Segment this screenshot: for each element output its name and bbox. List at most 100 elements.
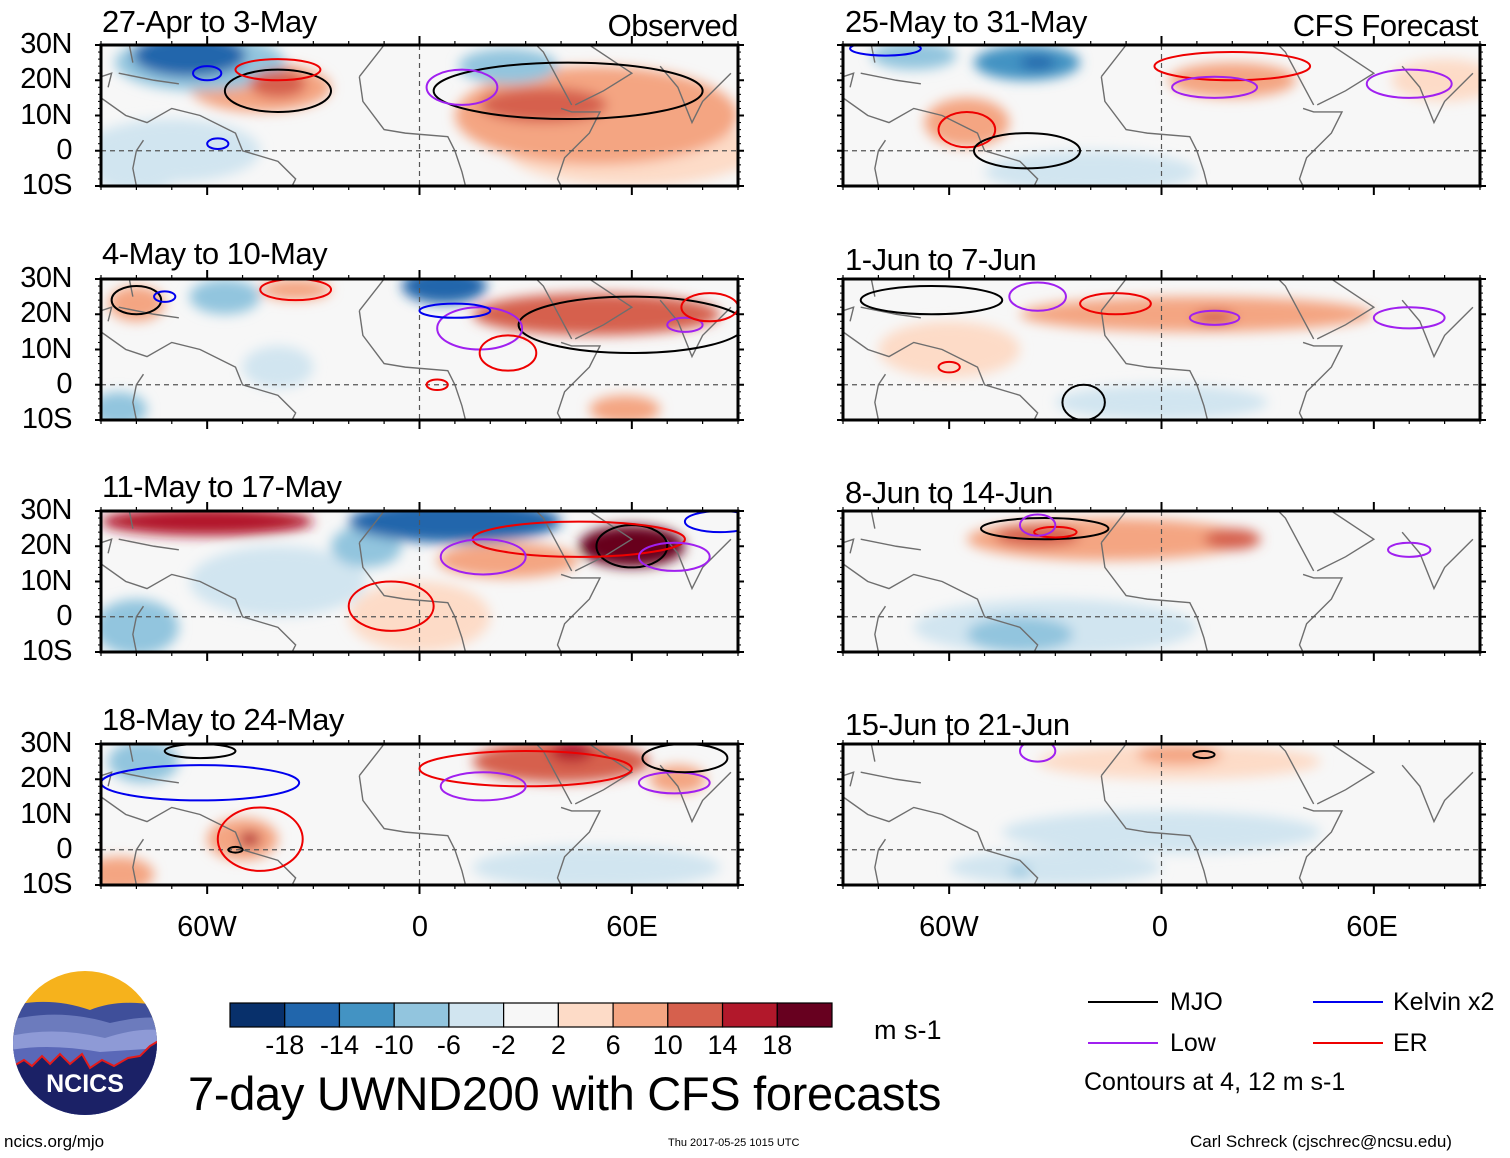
colorbar-swatch [448,1002,505,1028]
colorbar-tick-label: -18 [265,1030,304,1060]
colorbar-tick-label: -6 [437,1030,461,1060]
contour-low [1372,306,1446,330]
contour-kelvin-x2 [153,290,177,303]
anomaly-region [189,279,261,315]
panel-tag-cfs-forecast: CFS Forecast [1292,8,1479,43]
x-tick-label-60w-left: 60W [177,911,237,943]
contour-low [425,68,499,106]
anomaly-region [472,846,721,885]
contour-er [234,58,322,82]
contour-er [937,110,997,149]
y-tick-label: 10N [20,564,72,597]
y-tick-label: 0 [56,367,72,400]
contour-mjo [972,132,1082,170]
y-tick-label: 30N [20,28,72,60]
colorbar-tick-label: -2 [492,1030,516,1060]
anomaly-region [242,345,314,389]
colorbar-swatch [229,1002,286,1028]
map-panel-cfs1 [837,36,1486,195]
y-tick-label: 20N [20,762,72,795]
legend-label-kelvin: Kelvin x2 [1393,988,1495,1016]
y-tick-label: 10N [20,98,72,131]
x-tick-label-0-left: 0 [411,911,429,943]
contour-low [637,541,711,572]
y-tick-label: 30N [20,494,72,526]
map-panel-obs1 [95,36,744,195]
coastline [101,279,732,420]
contour-low [666,316,704,333]
colorbar-swatch [667,1002,724,1028]
chart-title: 7-day UWND200 with CFS forecasts [188,1067,942,1120]
colorbar-swatch [721,1002,778,1028]
contour-mjo [1061,383,1106,420]
coastline [843,279,1474,420]
anomaly-region [966,616,1074,652]
anomaly-region [401,279,487,304]
contour-mjo [641,744,729,774]
coastline [843,511,1474,652]
y-tick-label: 30N [20,727,72,759]
contour-er [259,279,333,302]
anomaly-region [132,45,247,77]
ncics-logo: NCICS [13,971,157,1115]
panel-title-cfs2: 1-Jun to 7-Jun [845,242,1037,277]
contour-low [439,538,527,576]
panel-title-obs3: 11-May to 17-May [102,469,342,504]
map-panel-cfs4 [837,735,1486,894]
panel-tag-observed: Observed [607,8,739,43]
contour-mjo [1192,750,1216,760]
map-panel-cfs3 [837,502,1486,661]
anomaly-region [472,744,650,783]
colorbar-swatch [776,1002,833,1028]
colorbar-tick-label: -10 [375,1030,414,1060]
logo-text: NCICS [46,1070,124,1098]
contour-kelvin-x2 [683,511,738,534]
anomaly-region [348,511,562,543]
contour-low [1171,75,1259,99]
contour-low [1188,309,1241,326]
y-tick-label: 20N [20,529,72,562]
contour-er [425,378,449,392]
anomaly-region [871,45,957,70]
colorbar-swatch [284,1002,341,1028]
footer-timestamp: Thu 2017-05-25 1015 UTC [668,1137,800,1149]
y-tick-label: 0 [56,133,72,166]
colorbar: -18 -14 -10 -6 -2 2 6 10 14 18 [229,1002,833,1060]
contour-er [347,580,435,632]
anomaly-region [589,395,661,420]
contour-kelvin-x2 [206,137,230,150]
contour-kelvin-x2 [849,45,922,57]
colorbar-tick-label: -14 [320,1030,359,1060]
anomaly-region [924,97,1010,148]
anomaly-region [949,849,1162,885]
contour-kelvin-x2 [192,65,223,82]
x-tick-label-60w-right: 60W [919,911,979,943]
legend-line-mjo [1088,1001,1158,1003]
legend-label-low: Low [1170,1029,1216,1057]
legend-note: Contours at 4, 12 m s-1 [1084,1068,1346,1096]
anomaly-region [260,279,332,301]
contour-er [1153,51,1312,82]
legend-line-er [1313,1042,1383,1044]
panel-title-cfs1: 25-May to 31-May [845,4,1087,39]
contour-er [937,360,961,374]
contour-kelvin-x2 [101,764,301,802]
contour-low [439,771,527,802]
y-tick-label: 10S [21,868,73,900]
anomaly-region [101,599,179,652]
coastline [843,45,1474,186]
contour-mjo [227,845,244,854]
map-panel-obs3 [95,502,744,661]
colorbar-swatch [557,1002,614,1028]
coastline [101,45,732,186]
coastline [101,511,732,652]
anomaly-region [189,546,367,617]
contour-mjo [859,285,1004,316]
y-tick-label: 20N [20,297,72,330]
panel-title-obs4: 18-May to 24-May [102,702,344,737]
contour-low [1386,541,1432,558]
anomaly-region [984,150,1197,186]
contour-low [1365,68,1453,99]
contour-mjo [163,744,237,760]
footer-credit: Carl Schreck (cjschrec@ncsu.edu) [1190,1132,1452,1151]
